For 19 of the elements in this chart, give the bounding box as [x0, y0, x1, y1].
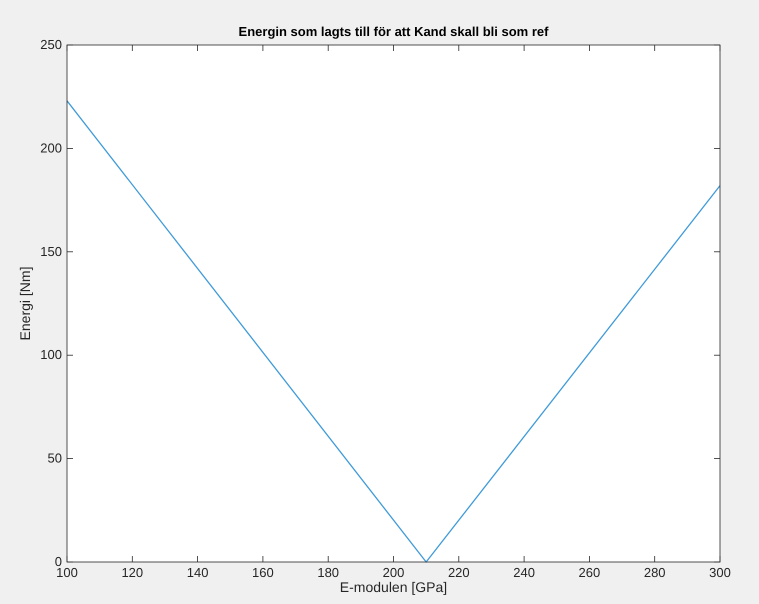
y-tick-label: 150 [40, 244, 62, 259]
y-tick-label: 250 [40, 37, 62, 52]
x-tick-label: 180 [317, 565, 340, 580]
chart-title: Energin som lagts till för att Kand skall bli som ref [238, 24, 550, 39]
x-tick-label: 260 [578, 565, 600, 580]
y-tick-label: 200 [40, 140, 62, 156]
x-tick-label: 300 [709, 565, 731, 580]
x-tick-label: 120 [121, 565, 144, 580]
y-axis-title: Energi [Nm] [17, 266, 33, 340]
x-tick-label: 240 [513, 565, 535, 580]
x-tick-label: 160 [252, 565, 274, 580]
x-tick-label: 220 [448, 565, 470, 580]
x-tick-label: 280 [644, 565, 666, 580]
x-tick-label: 200 [382, 565, 404, 580]
y-tick-label: 0 [54, 554, 62, 569]
x-tick-label: 140 [186, 565, 208, 580]
y-tick-label: 50 [48, 450, 62, 466]
y-tick-label: 100 [40, 347, 62, 362]
x-axis-title: E-modulen [GPa] [340, 579, 448, 595]
